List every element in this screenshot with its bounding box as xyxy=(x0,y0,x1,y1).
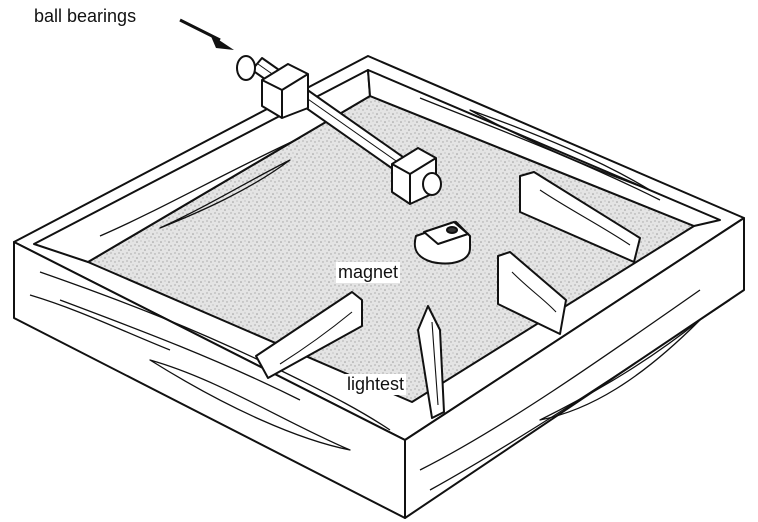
rod-assembly xyxy=(236,55,442,205)
left-divider xyxy=(255,291,363,379)
divider-grain xyxy=(279,189,631,406)
magnet-label: magnet xyxy=(336,262,401,283)
lightest-label: lightest xyxy=(345,374,407,395)
rod-end-rear xyxy=(236,55,256,81)
center-divider xyxy=(417,305,445,419)
ball-bearings-label: ball bearings xyxy=(34,6,137,26)
magnet-top xyxy=(423,221,469,245)
front-right-outer-wall xyxy=(404,217,745,519)
arrow-head xyxy=(210,34,234,50)
rear-support-block xyxy=(261,63,309,119)
right-divider-upper xyxy=(519,171,641,263)
ball-bearings-arrow xyxy=(179,18,234,50)
tray xyxy=(13,55,745,519)
magnet xyxy=(413,221,471,265)
rod-end-front xyxy=(422,172,442,196)
right-divider-lower xyxy=(497,251,567,335)
